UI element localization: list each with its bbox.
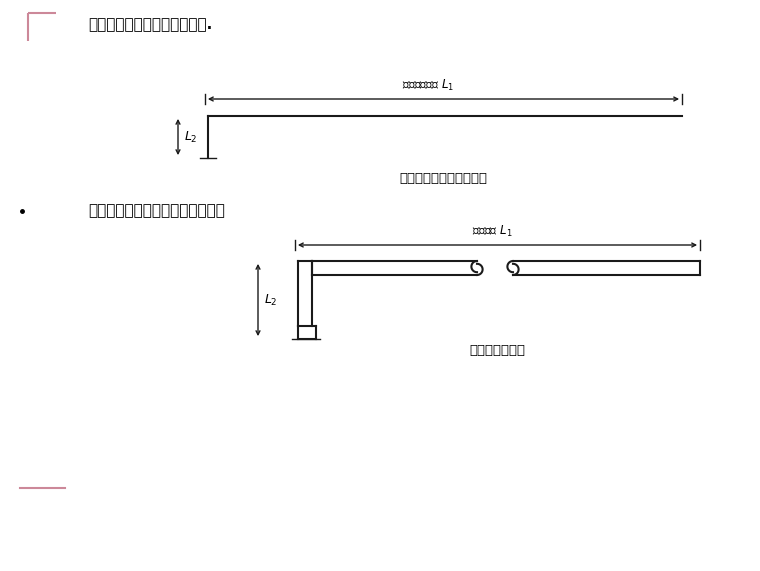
Text: $L_2$: $L_2$ [264, 292, 277, 308]
Text: 轴线标注长度 $L_1$: 轴线标注长度 $L_1$ [402, 78, 454, 93]
Text: 图纸标注的长度: 图纸标注的长度 [470, 344, 525, 357]
Text: 图纸标注的长度指的是外皮长度，: 图纸标注的长度指的是外皮长度， [88, 203, 225, 219]
Text: 图纸一般标注钢筋的尺寸: 图纸一般标注钢筋的尺寸 [400, 172, 487, 186]
Text: 我们一般看到的图纸标注尺寸.: 我们一般看到的图纸标注尺寸. [88, 18, 212, 33]
Text: 标注长度 $L_1$: 标注长度 $L_1$ [472, 224, 513, 239]
Text: $L_2$: $L_2$ [184, 130, 198, 144]
